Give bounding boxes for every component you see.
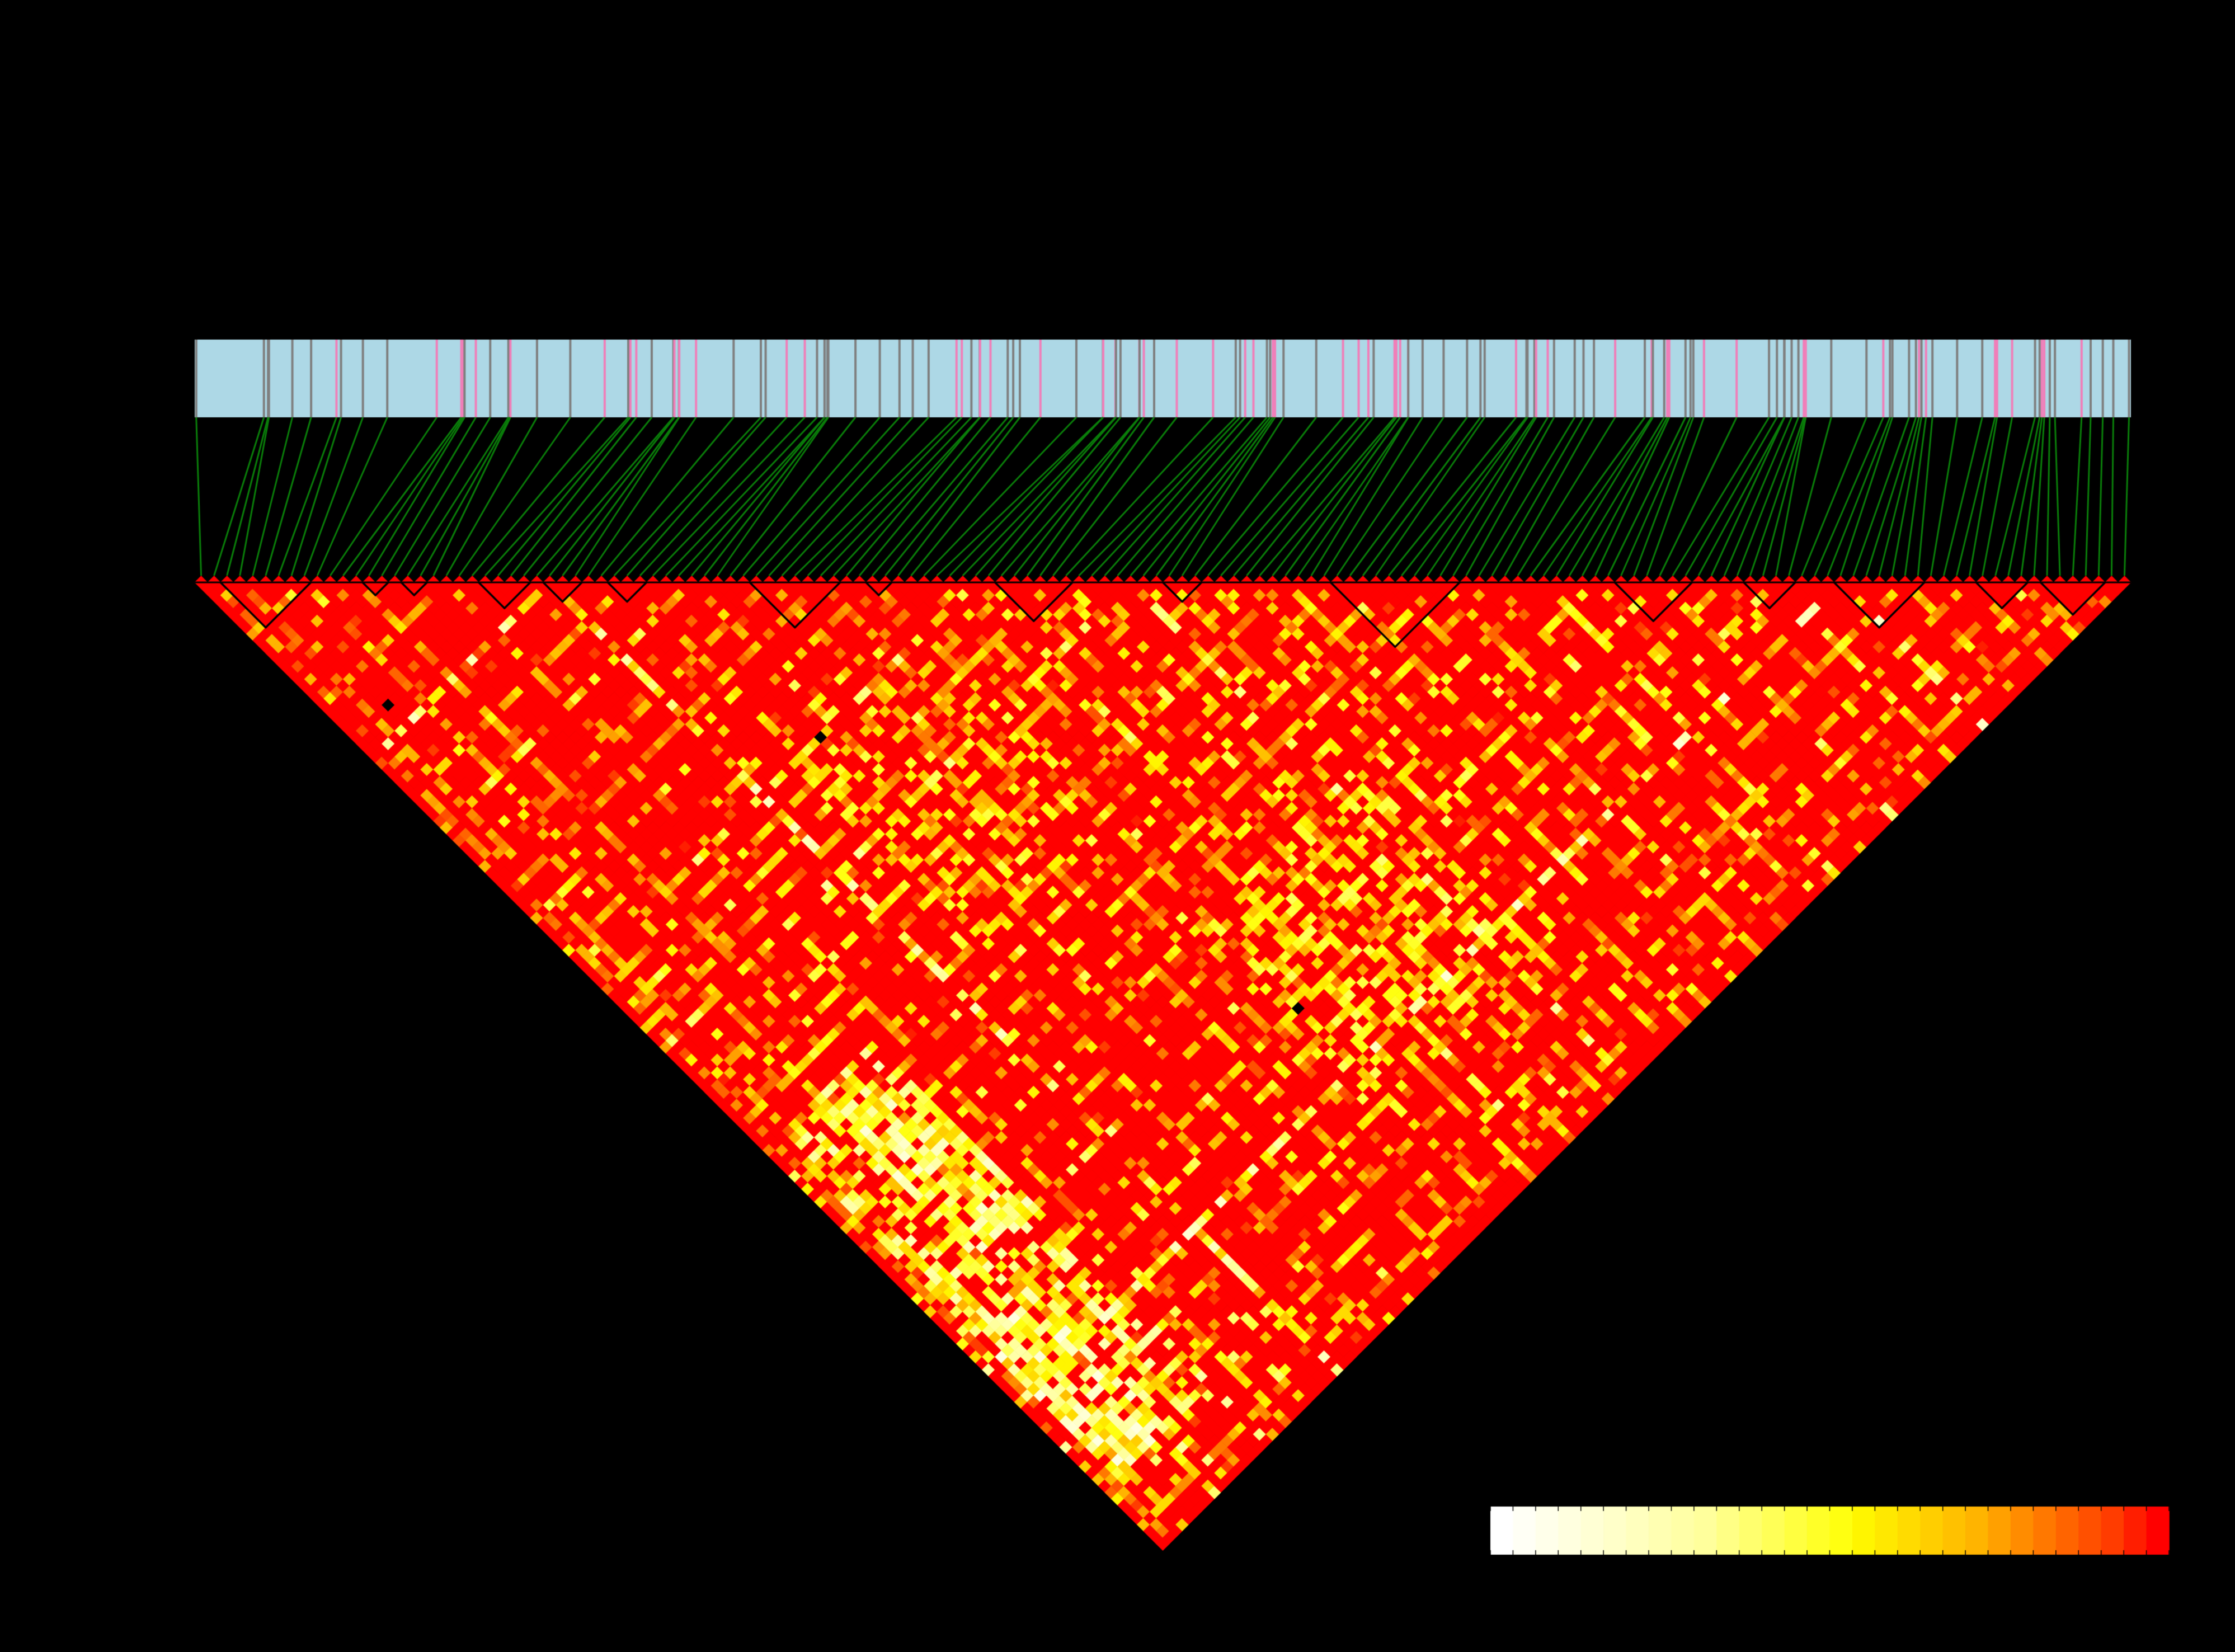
ld-plot-canvas [0, 0, 2235, 1652]
ld-heatmap-figure [0, 0, 2235, 1652]
